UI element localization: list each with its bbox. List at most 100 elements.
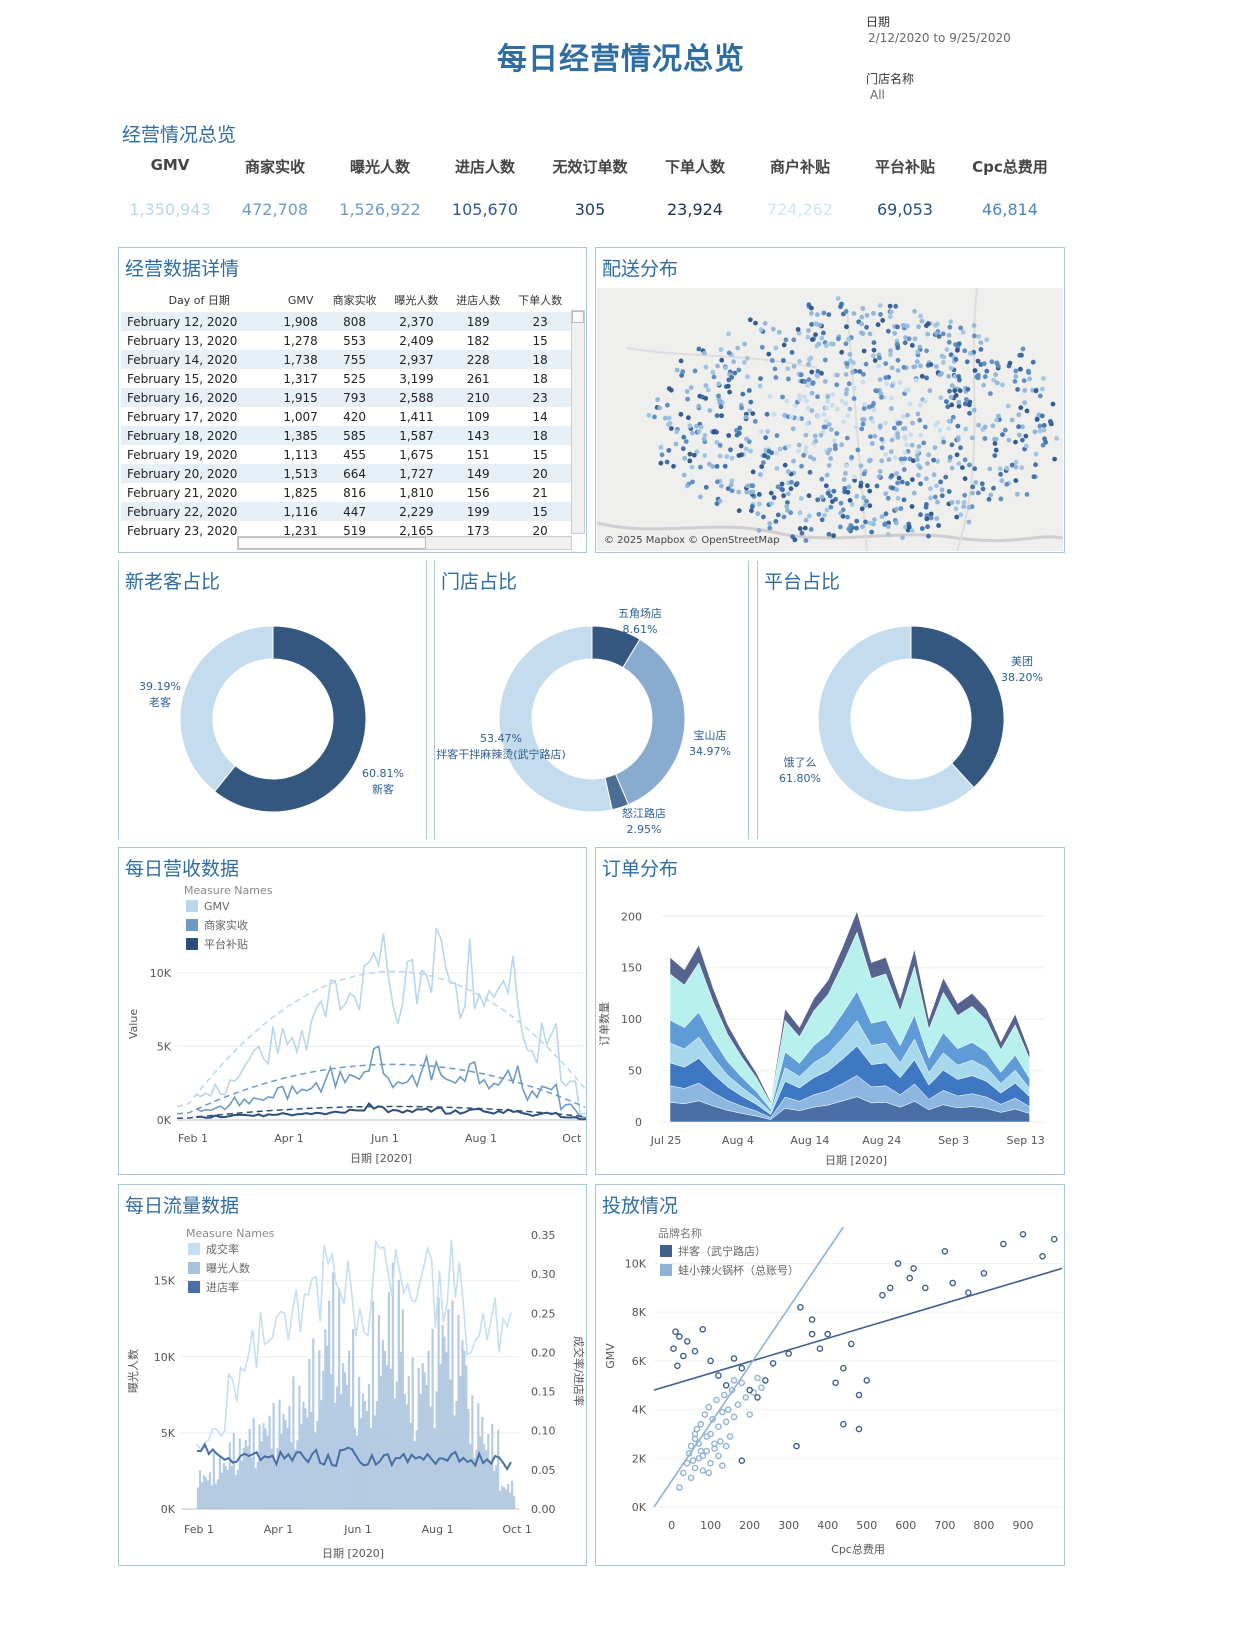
date-filter-value[interactable]: 2/12/2020 to 9/25/2020 bbox=[868, 31, 1011, 45]
table-row[interactable]: February 22, 2020 1,116 447 2,229 199 15 bbox=[121, 502, 571, 521]
delivery-point bbox=[888, 348, 893, 354]
delivery-point bbox=[877, 424, 883, 430]
delivery-point bbox=[834, 372, 840, 378]
platform-pie-panel: 平台占比 美团 38.20% 饿了么 61.80% bbox=[757, 561, 1065, 839]
exposure-bar bbox=[218, 1456, 221, 1509]
table-header-cell[interactable]: 曝光人数 bbox=[394, 294, 439, 307]
scatter-point bbox=[707, 1459, 714, 1467]
delivery-point bbox=[909, 528, 915, 533]
delivery-point bbox=[1004, 481, 1010, 487]
table-row[interactable]: February 20, 2020 1,513 664 1,727 149 20 bbox=[121, 464, 571, 483]
delivery-point bbox=[901, 497, 907, 503]
exposure-bar bbox=[419, 1394, 422, 1509]
delivery-point bbox=[839, 442, 845, 448]
delivery-point bbox=[952, 374, 958, 379]
delivery-point bbox=[728, 482, 734, 488]
pie-slice-pct: 38.20% bbox=[1001, 671, 1043, 684]
delivery-point bbox=[905, 481, 910, 486]
table-row[interactable]: February 17, 2020 1,007 420 1,411 109 14 bbox=[121, 407, 571, 426]
exposure-bar bbox=[342, 1363, 345, 1509]
delivery-point bbox=[867, 488, 873, 494]
delivery-point bbox=[893, 303, 899, 309]
table-row[interactable]: February 15, 2020 1,317 525 3,199 261 18 bbox=[121, 369, 571, 388]
x-axis-label: 日期 [2020] bbox=[825, 1154, 887, 1167]
x-tick-label: Aug 4 bbox=[722, 1134, 754, 1147]
delivery-point bbox=[928, 515, 934, 521]
table-scroll-thumb[interactable] bbox=[572, 311, 584, 323]
delivery-point bbox=[726, 331, 731, 337]
delivery-point bbox=[825, 399, 831, 405]
table-row[interactable]: February 19, 2020 1,113 455 1,675 151 15 bbox=[121, 445, 571, 464]
delivery-point bbox=[948, 394, 954, 400]
pie-slice-label: 新客 bbox=[372, 782, 394, 796]
table-row[interactable]: February 23, 2020 1,231 519 2,165 173 20 bbox=[121, 521, 571, 540]
delivery-point bbox=[889, 437, 895, 443]
table-header-cell[interactable]: 商家实收 bbox=[332, 294, 377, 307]
delivery-point bbox=[836, 336, 841, 342]
delivery-point bbox=[937, 428, 943, 433]
table-horizontal-scrollbar[interactable] bbox=[237, 536, 572, 550]
exposure-bar bbox=[363, 1401, 367, 1509]
delivery-point bbox=[863, 361, 869, 367]
delivery-point bbox=[897, 380, 903, 385]
x-tick-label: Aug 1 bbox=[422, 1523, 454, 1536]
delivery-point bbox=[1013, 478, 1019, 483]
exposure-bar bbox=[344, 1372, 347, 1509]
kpi-value: 46,814 bbox=[982, 200, 1038, 219]
exposure-bar bbox=[415, 1430, 418, 1509]
delivery-point bbox=[895, 431, 901, 437]
exposure-bar bbox=[226, 1469, 229, 1509]
delivery-point bbox=[964, 359, 970, 365]
y2-tick-label: 0.10 bbox=[531, 1425, 556, 1438]
delivery-point bbox=[788, 486, 794, 492]
platform-pie-chart: 美团 38.20% 饿了么 61.80% bbox=[779, 625, 1043, 813]
table-cell: 20 bbox=[509, 464, 571, 483]
delivery-point bbox=[883, 511, 889, 517]
delivery-point bbox=[917, 417, 923, 423]
delivery-point bbox=[947, 388, 952, 394]
table-header-cell[interactable]: 下单人数 bbox=[518, 294, 563, 307]
delivery-map[interactable] bbox=[597, 288, 1063, 551]
delivery-point bbox=[1020, 437, 1025, 443]
delivery-point bbox=[716, 393, 721, 399]
table-header-cell[interactable]: GMV bbox=[287, 293, 314, 307]
delivery-point bbox=[978, 347, 984, 352]
table-hscroll-thumb[interactable] bbox=[238, 537, 426, 549]
delivery-point bbox=[831, 438, 837, 443]
table-row[interactable]: February 21, 2020 1,825 816 1,810 156 21 bbox=[121, 483, 571, 502]
exposure-bar bbox=[393, 1398, 396, 1509]
delivery-point bbox=[858, 483, 864, 489]
delivery-point bbox=[1024, 408, 1030, 414]
table-cell: February 18, 2020 bbox=[121, 426, 278, 445]
delivery-point bbox=[726, 433, 732, 438]
delivery-point bbox=[833, 446, 838, 452]
delivery-point bbox=[799, 530, 805, 536]
table-vertical-scrollbar[interactable] bbox=[571, 310, 585, 534]
delivery-point bbox=[839, 349, 845, 355]
table-row[interactable]: February 18, 2020 1,385 585 1,587 143 18 bbox=[121, 426, 571, 445]
delivery-point bbox=[770, 326, 776, 332]
delivery-point bbox=[843, 372, 849, 377]
table-row[interactable]: February 12, 2020 1,908 808 2,370 189 23 bbox=[121, 312, 571, 331]
table-row[interactable]: February 13, 2020 1,278 553 2,409 182 15 bbox=[121, 331, 571, 350]
delivery-point bbox=[692, 368, 698, 374]
scatter-point bbox=[886, 1284, 894, 1292]
exposure-bar bbox=[509, 1492, 512, 1509]
table-header-cell[interactable]: Day of 日期 bbox=[168, 294, 230, 307]
exposure-bar bbox=[395, 1381, 398, 1509]
delivery-point bbox=[947, 454, 953, 460]
table-header-cell[interactable]: 进店人数 bbox=[456, 294, 501, 307]
exposure-bar bbox=[256, 1461, 259, 1509]
delivery-point bbox=[967, 410, 972, 416]
table-row[interactable]: February 16, 2020 1,915 793 2,588 210 23 bbox=[121, 388, 571, 407]
scatter-point bbox=[683, 1459, 691, 1467]
exposure-bar bbox=[391, 1262, 394, 1509]
delivery-point bbox=[824, 472, 830, 478]
exposure-bar bbox=[358, 1376, 361, 1509]
table-row[interactable]: February 14, 2020 1,738 755 2,937 228 18 bbox=[121, 350, 571, 369]
scatter-point bbox=[676, 1333, 683, 1340]
table-cell: 15 bbox=[532, 447, 548, 462]
delivery-point bbox=[838, 524, 843, 530]
delivery-point bbox=[807, 454, 813, 460]
store-filter-value[interactable]: All bbox=[870, 88, 885, 102]
